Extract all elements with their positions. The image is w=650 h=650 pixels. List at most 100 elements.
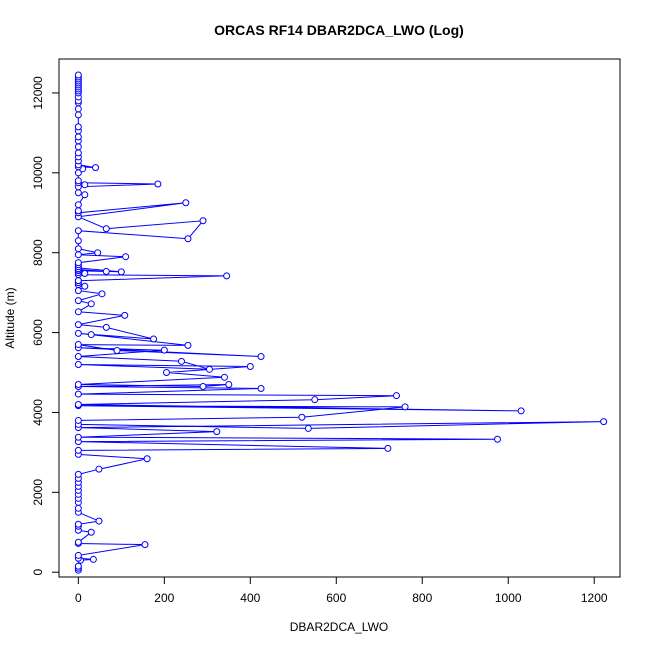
- data-point: [246, 363, 254, 371]
- data-point: [74, 189, 82, 197]
- y-tick-label: 0: [31, 569, 45, 576]
- data-point: [225, 380, 233, 388]
- data-point: [221, 373, 229, 381]
- y-axis-label: Altitude (m): [3, 287, 17, 348]
- data-point: [102, 267, 110, 275]
- data-point: [74, 149, 82, 157]
- data-point: [74, 400, 82, 408]
- data-point: [74, 361, 82, 369]
- data-point: [74, 133, 82, 141]
- data-point: [117, 268, 125, 276]
- data-point: [74, 329, 82, 337]
- data-point: [89, 555, 97, 563]
- data-point: [81, 191, 89, 199]
- data-point: [81, 269, 89, 277]
- plot-frame: [58, 58, 621, 578]
- data-point: [223, 272, 231, 280]
- data-point: [92, 164, 100, 172]
- data-point: [74, 470, 82, 478]
- data-point: [141, 541, 149, 549]
- y-tick-label: 4000: [31, 399, 45, 426]
- x-axis-label: DBAR2DCA_LWO: [290, 620, 388, 634]
- data-point: [95, 517, 103, 525]
- y-tick-label: 2000: [31, 479, 45, 506]
- data-point: [95, 465, 103, 473]
- data-point: [199, 382, 207, 390]
- data-point: [154, 180, 162, 188]
- data-point: [74, 177, 82, 185]
- data-point: [74, 207, 82, 215]
- data-point: [184, 341, 192, 349]
- data-point: [213, 428, 221, 436]
- data-point: [87, 331, 95, 339]
- data-point: [74, 390, 82, 398]
- y-tick-label: 6000: [31, 319, 45, 346]
- x-axis: 0 200 400 600 800 1000 1200: [75, 576, 608, 605]
- data-point: [74, 538, 82, 546]
- data-point: [74, 287, 82, 295]
- data-point: [74, 237, 82, 245]
- data-point: [150, 335, 158, 343]
- data-point: [600, 418, 608, 426]
- data-point: [98, 290, 106, 298]
- data-point: [74, 297, 82, 305]
- x-tick-label: 1200: [581, 591, 608, 605]
- y-tick-label: 10000: [31, 156, 45, 190]
- x-tick-label: 600: [326, 591, 346, 605]
- data-point: [122, 253, 130, 261]
- data-point: [392, 392, 400, 400]
- data-point: [102, 225, 110, 233]
- data-point: [205, 365, 213, 373]
- data-point: [143, 455, 151, 463]
- data-point: [184, 235, 192, 243]
- data-point: [493, 435, 501, 443]
- data-point: [178, 357, 186, 365]
- data-point: [401, 403, 409, 411]
- data-point: [87, 528, 95, 536]
- data-point: [74, 353, 82, 361]
- data-point: [74, 308, 82, 316]
- data-point: [74, 201, 82, 209]
- data-point: [74, 380, 82, 388]
- data-point: [74, 123, 82, 131]
- x-tick-label: 1000: [495, 591, 522, 605]
- chart-title: ORCAS RF14 DBAR2DCA_LWO (Log): [214, 22, 464, 38]
- data-point: [298, 413, 306, 421]
- data-point: [81, 181, 89, 189]
- data-point: [74, 111, 82, 119]
- data-point: [74, 105, 82, 113]
- series-line: [76, 75, 604, 571]
- x-tick-label: 0: [75, 591, 82, 605]
- y-axis: 0 2000 4000 6000 8000 10000 12000: [31, 76, 60, 576]
- data-point: [74, 433, 82, 441]
- data-point: [81, 282, 89, 290]
- data-point: [113, 347, 121, 355]
- data-point: [74, 143, 82, 151]
- data-point: [162, 369, 170, 377]
- data-point: [74, 416, 82, 424]
- data-point: [74, 259, 82, 267]
- data-point: [74, 277, 82, 285]
- data-point: [257, 384, 265, 392]
- data-point: [304, 424, 312, 432]
- data-point: [74, 520, 82, 528]
- data-point: [74, 245, 82, 253]
- y-tick-label: 12000: [31, 76, 45, 110]
- data-point: [121, 311, 129, 319]
- data-point: [311, 396, 319, 404]
- data-point: [74, 446, 82, 454]
- data-point: [102, 323, 110, 331]
- data-point: [74, 504, 82, 512]
- data-point: [74, 551, 82, 559]
- x-tick-label: 200: [154, 591, 174, 605]
- x-tick-label: 400: [240, 591, 260, 605]
- data-point: [257, 353, 265, 361]
- data-point: [517, 407, 525, 415]
- data-point: [182, 199, 190, 207]
- data-point: [94, 249, 102, 257]
- data-point: [199, 217, 207, 225]
- y-tick-label: 8000: [31, 239, 45, 266]
- data-point: [74, 321, 82, 329]
- data-point: [87, 300, 95, 308]
